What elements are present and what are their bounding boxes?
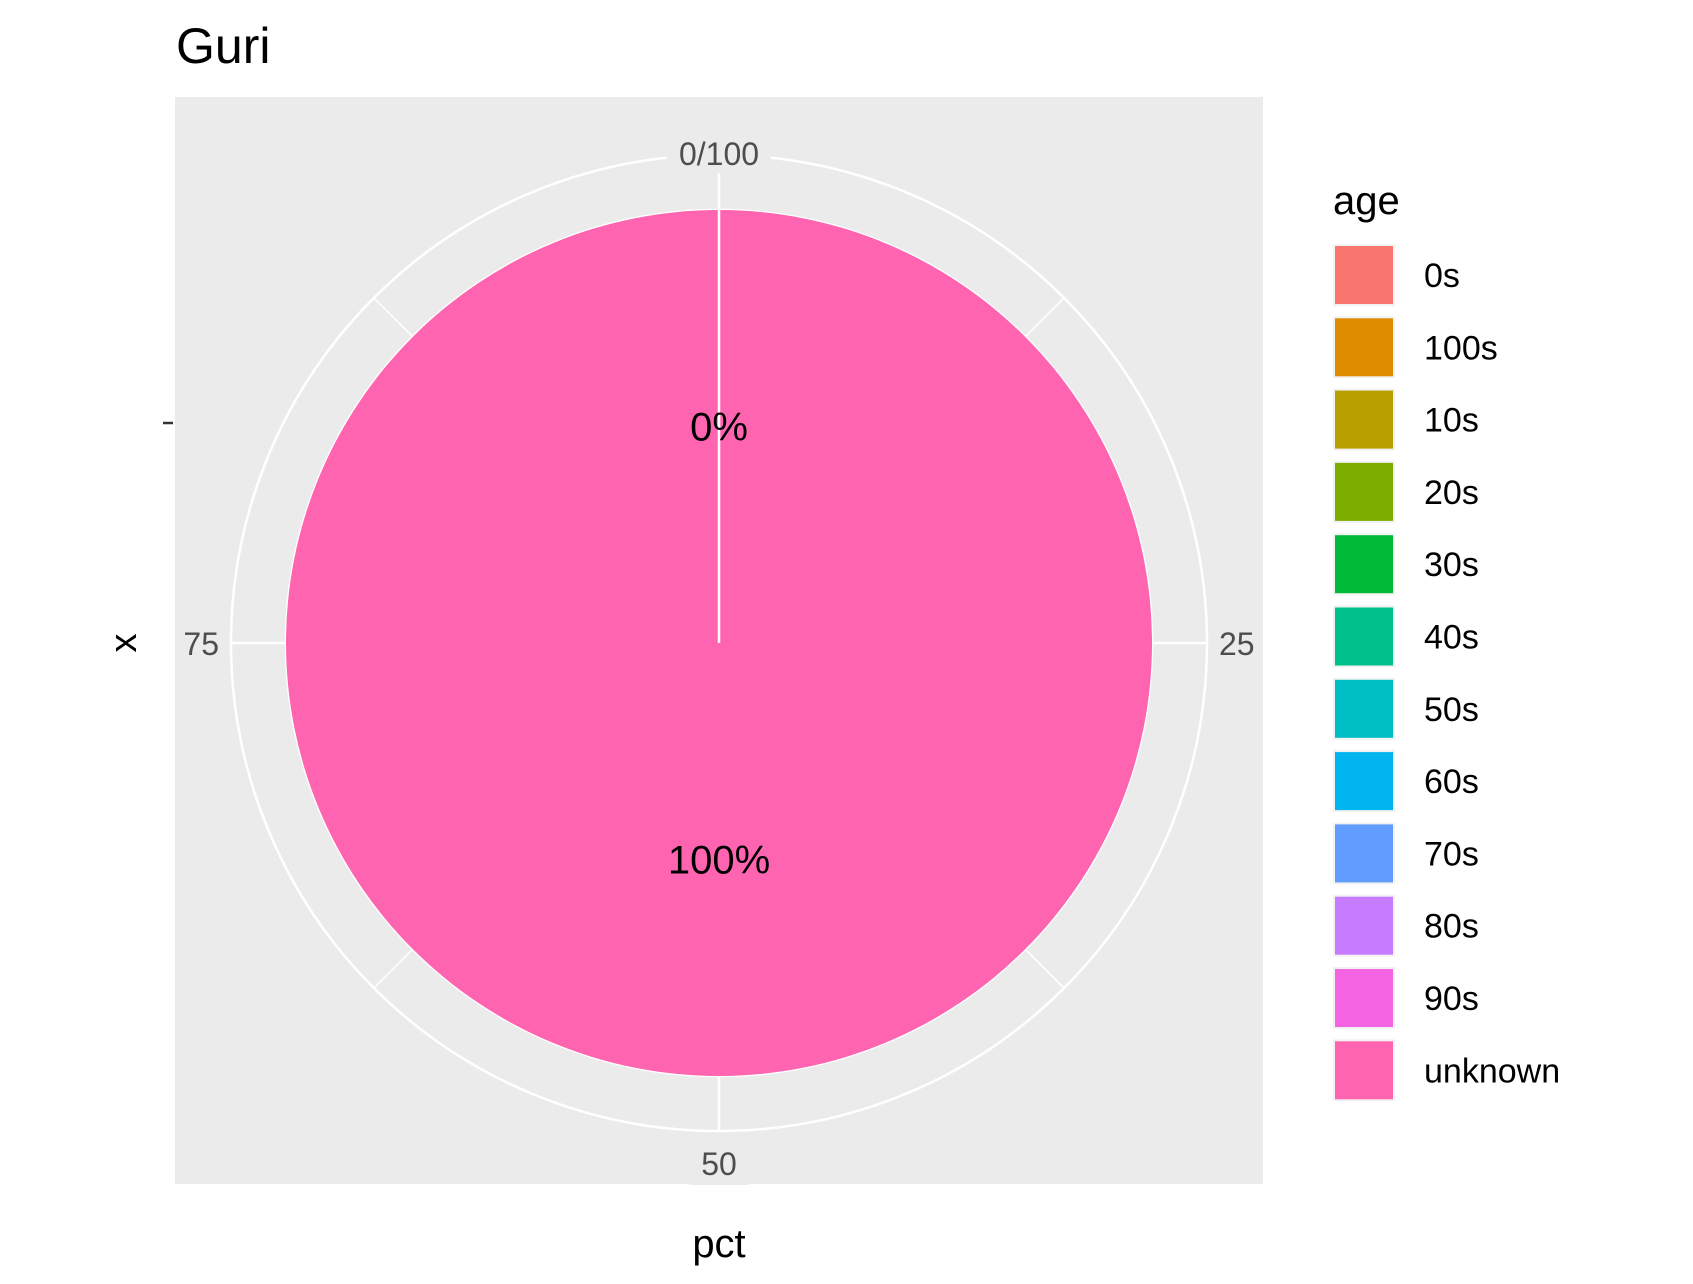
x-axis-title: pct (692, 1222, 745, 1266)
chart-title: Guri (176, 18, 270, 74)
legend-swatch-60s (1335, 752, 1393, 811)
legend-items: 0s 100s 10s 20s 30s 40s 50s 60s 70s 80s 90s unknown (1333, 244, 1560, 1102)
legend-swatch-10s (1335, 390, 1393, 449)
legend-swatch-90s (1335, 969, 1393, 1027)
legend-label-10s: 10s (1424, 402, 1479, 440)
tick-label-knockout (179, 623, 225, 663)
tick-label-knockout (1213, 623, 1259, 663)
tick-label-knockout (689, 1143, 749, 1185)
legend-title: age (1333, 179, 1400, 223)
legend-label-unknown: unknown (1424, 1052, 1560, 1090)
angle-tick-labels: 0/100 25 50 75 (179, 131, 1259, 1185)
y-axis-title: x (103, 634, 145, 653)
legend-label-60s: 60s (1424, 763, 1479, 801)
y-axis: x (103, 421, 173, 653)
angle-tick-label: 50 (701, 1146, 737, 1182)
legend-label-70s: 70s (1424, 835, 1479, 873)
legend-label-0s: 0s (1424, 257, 1460, 295)
legend: age 0s 100s 10s 20s 30s 40s 50s 60s 70s 80s 90s unk… (1333, 179, 1560, 1102)
legend-swatch-70s (1335, 824, 1393, 883)
legend-label-90s: 90s (1424, 980, 1479, 1018)
pie-slices (286, 210, 1152, 1076)
legend-swatch-50s (1335, 679, 1393, 738)
legend-swatch-0s (1335, 246, 1393, 304)
slice-data-labels: 0% 100% (668, 406, 770, 883)
legend-label-100s: 100s (1424, 329, 1498, 367)
legend-label-20s: 20s (1424, 474, 1479, 512)
legend-swatch-30s (1335, 535, 1393, 594)
legend-swatch-100s (1335, 318, 1393, 377)
legend-swatch-20s (1335, 462, 1393, 521)
slice-data-label: 0% (690, 406, 748, 450)
legend-label-50s: 50s (1424, 691, 1479, 729)
legend-swatch-40s (1335, 607, 1393, 666)
angle-tick-label: 25 (1219, 626, 1255, 662)
legend-label-40s: 40s (1424, 619, 1479, 657)
legend-label-30s: 30s (1424, 546, 1479, 584)
tick-label-knockout (667, 131, 771, 173)
slice-data-label: 100% (668, 839, 770, 883)
legend-swatch-80s (1335, 896, 1393, 955)
angle-tick-label: 0/100 (679, 136, 759, 172)
legend-swatch-unknown (1335, 1041, 1393, 1100)
angle-tick-label: 75 (183, 626, 219, 662)
legend-label-80s: 80s (1424, 908, 1479, 946)
